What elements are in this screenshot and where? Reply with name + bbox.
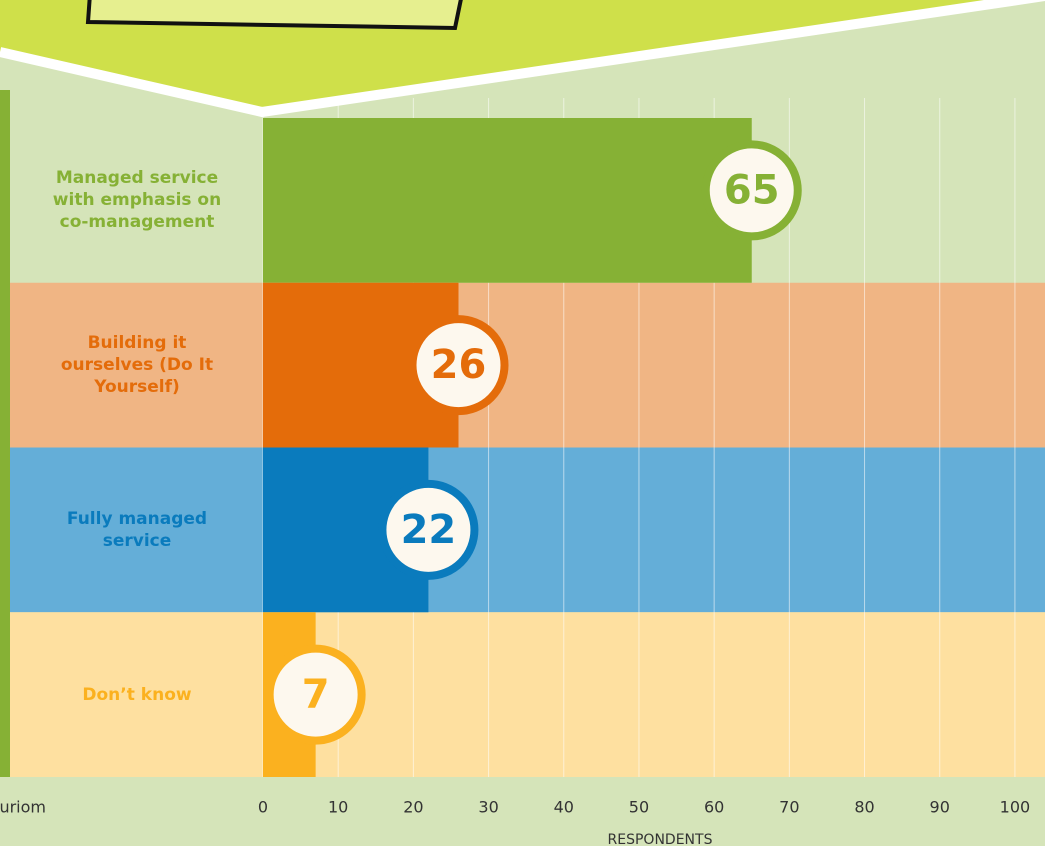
x-tick-label: 80	[854, 798, 874, 817]
category-label: Fully managed service	[14, 448, 260, 613]
x-tick-label: 60	[704, 798, 724, 817]
x-tick-label: 70	[779, 798, 799, 817]
category-label: Managed service with emphasis on co-mana…	[14, 118, 260, 283]
title-box	[88, 0, 462, 28]
page: {"chart_data":{"type":"bar","orientation…	[0, 0, 1045, 846]
x-tick-label: 10	[328, 798, 348, 817]
value-label: 26	[431, 342, 487, 388]
value-label: 7	[302, 672, 330, 718]
x-tick-label: 0	[258, 798, 268, 817]
x-tick-label: 90	[930, 798, 950, 817]
left-strip	[0, 90, 10, 777]
x-tick-label: 20	[403, 798, 423, 817]
category-label: Building it ourselves (Do It Yourself)	[14, 283, 260, 448]
category-label: Don’t know	[14, 612, 260, 777]
x-tick-label: 50	[629, 798, 649, 817]
value-label: 22	[401, 507, 457, 553]
x-tick-label: 30	[478, 798, 498, 817]
source: uriom	[0, 798, 46, 817]
value-label: 65	[724, 167, 780, 213]
bar	[263, 118, 752, 283]
x-tick-label: 40	[554, 798, 574, 817]
x-axis-label: RESPONDENTS	[608, 832, 713, 846]
x-tick-label: 100	[1000, 798, 1031, 817]
